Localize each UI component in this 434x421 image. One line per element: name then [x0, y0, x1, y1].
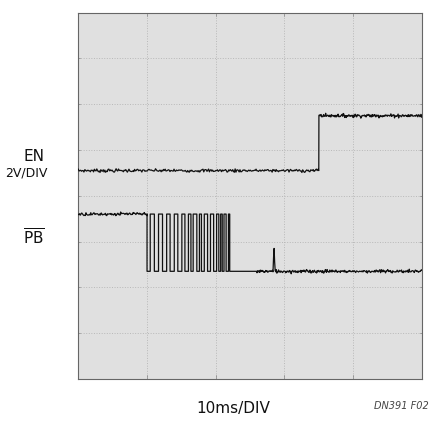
Text: EN: EN — [23, 149, 44, 164]
Text: 2V/DIV: 2V/DIV — [6, 166, 48, 179]
Text: DN391 F02: DN391 F02 — [373, 401, 428, 411]
Text: 10ms/DIV: 10ms/DIV — [196, 401, 269, 416]
Text: $\overline{\mathrm{PB}}$: $\overline{\mathrm{PB}}$ — [23, 228, 44, 248]
